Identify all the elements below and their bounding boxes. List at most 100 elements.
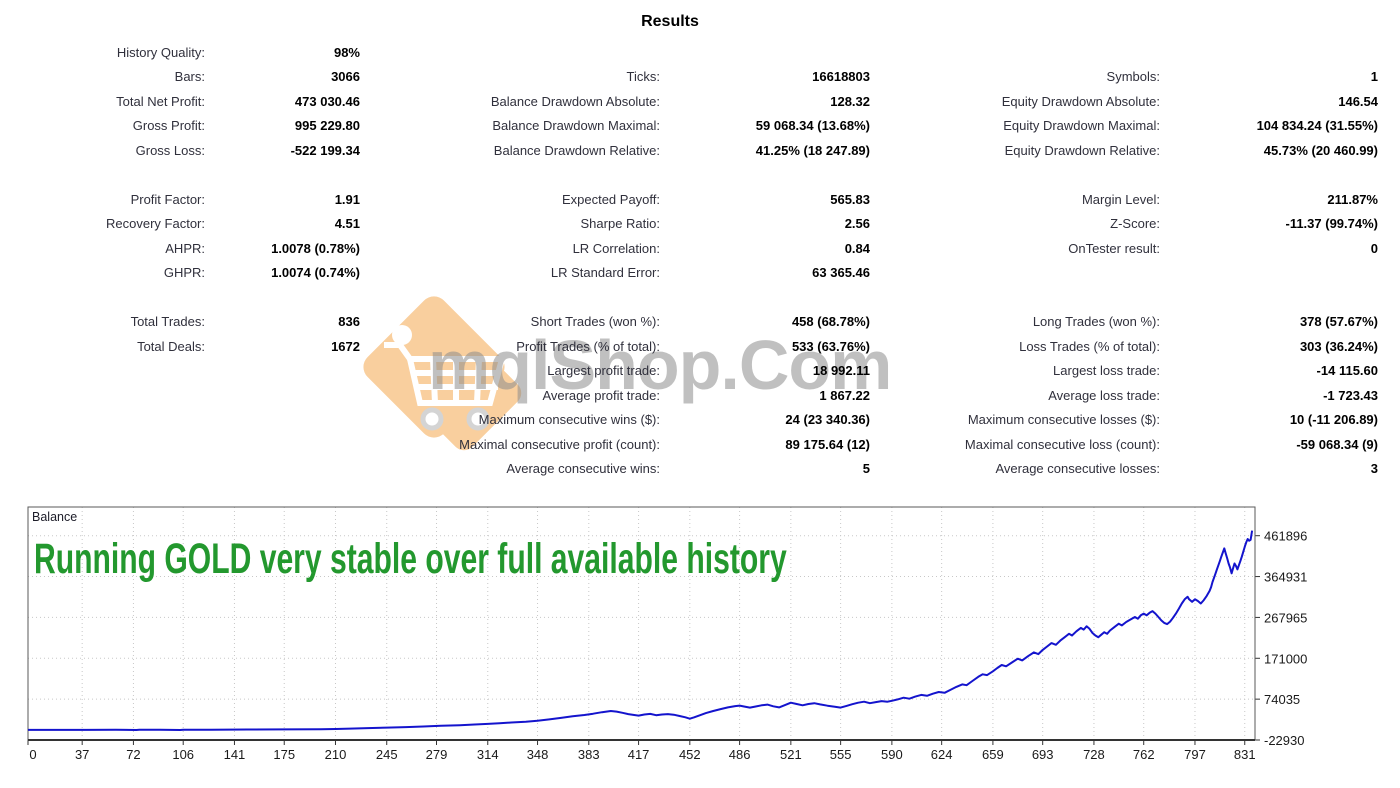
result-value: -1 723.43 [1323,387,1378,403]
shopping-cart-icon [384,342,506,431]
result-label: Equity Drawdown Relative: [1004,142,1160,158]
result-value: 98% [333,44,360,60]
result-value: 16618803 [812,69,870,85]
result-value: 5 [862,461,870,477]
table-row: Bars: 3066 Ticks: 16618803 Symbols: 1 [0,65,1400,90]
result-label: Total Deals: [137,338,205,354]
result-value: 1 [1370,69,1378,85]
result-label: Gross Profit: [132,118,205,134]
table-row: Total Net Profit: 473 030.46 Balance Drawd… [0,89,1400,114]
result-label: Recovery Factor: [106,216,205,232]
result-value: 45.73% (20 460.99) [1263,142,1378,158]
result-value: 0 [1370,240,1378,256]
result-value: 1.0078 (0.78%) [271,240,360,256]
x-tick-label: 728 [1083,747,1105,762]
x-tick-label: 279 [426,747,448,762]
page-title: Results [641,13,699,30]
result-value: 10 (-11 206.89) [1289,412,1378,428]
result-label: Total Net Profit: [116,93,205,109]
result-label: Average loss trade: [1048,387,1160,403]
result-value: 2.56 [844,216,870,232]
result-value: 458 (68.78%) [791,314,870,330]
result-label: Total Trades: [130,314,205,330]
result-value: 3 [1370,461,1378,477]
result-label: Profit Factor: [130,191,205,207]
x-tick-label: 693 [1032,747,1054,762]
result-label: Z-Score: [1110,216,1160,232]
x-tick-label: 590 [881,747,903,762]
table-row: Maximal consecutive profit (count): 89 17… [0,432,1400,457]
result-label: GHPR: [163,265,205,281]
result-value: -522 199.34 [290,142,360,158]
result-label: Average profit trade: [542,387,660,403]
result-value: 41.25% (18 247.89) [755,142,870,158]
x-tick-label: 37 [75,747,89,762]
result-value: 1672 [331,338,360,354]
result-label: Profit Trades (% of total): [516,338,660,354]
result-value: 1 867.22 [819,387,870,403]
result-label: Sharpe Ratio: [580,216,661,232]
y-tick-label: 364931 [1264,570,1307,585]
table-row: Gross Loss: -522 199.34 Balance Drawdown R… [0,138,1400,163]
table-row: GHPR: 1.0074 (0.74%) LR Standard Error: 63 … [0,261,1400,286]
result-label: Symbols: [1106,69,1160,85]
result-value: 836 [338,314,360,330]
table-row: Gross Profit: 995 229.80 Balance Drawdown … [0,114,1400,139]
result-label: Gross Loss: [135,142,205,158]
x-tick-label: 555 [830,747,852,762]
result-value: -14 115.60 [1316,363,1378,379]
result-label: Largest loss trade: [1053,363,1160,379]
result-label: Average consecutive wins: [506,461,660,477]
table-row: Recovery Factor: 4.51 Sharpe Ratio: 2.56 Z-S… [0,212,1400,237]
x-tick-label: 831 [1234,747,1256,762]
result-label: Ticks: [626,69,660,85]
x-tick-label: 72 [126,747,140,762]
result-value: 211.87% [1327,191,1378,207]
x-tick-label: 383 [578,747,600,762]
result-label: Maximal consecutive profit (count): [459,436,660,452]
result-label: Largest profit trade: [547,363,660,379]
watermark: mqlShop.Com [340,295,1000,460]
result-value: 995 229.80 [294,118,360,134]
result-label: Margin Level: [1081,191,1160,207]
x-tick-label: 624 [931,747,953,762]
result-label: Balance Drawdown Maximal: [492,118,660,134]
x-tick-label: 797 [1184,747,1206,762]
y-tick-label: 171000 [1264,651,1307,666]
x-tick-label: 348 [527,747,549,762]
x-tick-label: 521 [780,747,802,762]
x-tick-label: 452 [679,747,701,762]
y-tick-label: 267965 [1264,610,1307,625]
y-tick-label: 74035 [1264,692,1300,707]
result-label: LR Correlation: [572,240,660,256]
table-row: Maximum consecutive wins ($): 24 (23 340.… [0,408,1400,433]
result-value: 303 (36.24%) [1299,338,1378,354]
table-row [0,285,1400,310]
table-row: Total Trades: 836 Short Trades (won %): 458… [0,310,1400,335]
x-tick-label: 417 [628,747,650,762]
watermark-text: mqlShop.Com [428,326,892,404]
table-row: Total Deals: 1672 Profit Trades (% of tota… [0,334,1400,359]
result-value: 565.83 [830,191,870,207]
x-tick-label: 210 [325,747,347,762]
result-label: Maximum consecutive wins ($): [478,412,660,428]
result-value: 0.84 [844,240,870,256]
x-tick-label: 659 [982,747,1004,762]
result-label: Loss Trades (% of total): [1019,338,1160,354]
balance-line [28,530,1254,731]
result-value: 473 030.46 [294,93,360,109]
result-label: Equity Drawdown Maximal: [1003,118,1160,134]
result-value: 128.32 [830,93,870,109]
y-tick-label: -22930 [1264,733,1304,748]
chart-canvas: 0 37 72 106 141 175 210 245 279 314 348 383 417 452 48… [27,506,1307,762]
x-tick-label: 245 [376,747,398,762]
result-value: 533 (63.76%) [791,338,870,354]
x-tick-label: 175 [273,747,295,762]
result-value: 63 365.46 [812,265,870,281]
result-value: -11.37 (99.74%) [1285,216,1378,232]
result-label: Equity Drawdown Absolute: [1001,93,1160,109]
result-value: 146.54 [1338,93,1378,109]
table-row: Profit Factor: 1.91 Expected Payoff: 565.83… [0,187,1400,212]
x-tick-label: 314 [477,747,499,762]
watermark-graphic [363,296,522,451]
